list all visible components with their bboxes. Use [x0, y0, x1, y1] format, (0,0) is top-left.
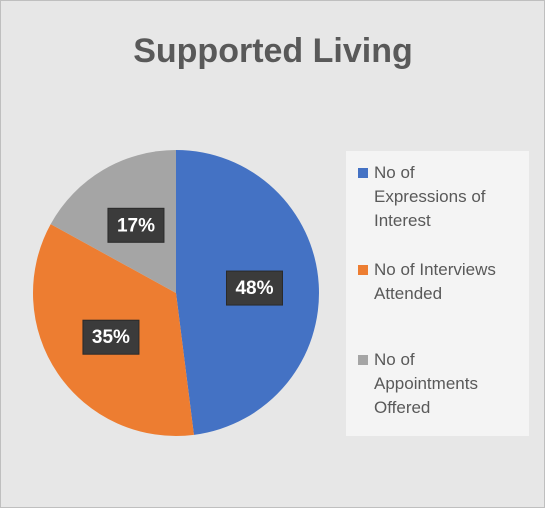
legend-entry: No of Appointments Offered — [358, 348, 509, 420]
data-label-box — [82, 319, 140, 355]
data-label-box — [225, 270, 283, 306]
legend-swatch — [358, 265, 368, 275]
legend-swatch — [358, 355, 368, 365]
data-label: 17% — [117, 215, 155, 236]
legend-label: No of Interviews Attended — [374, 260, 496, 303]
data-label: 48% — [235, 278, 273, 299]
legend-swatch — [358, 168, 368, 178]
legend: No of Expressions of Interest No of Inter… — [346, 151, 529, 436]
legend-label: No of Expressions of Interest — [374, 163, 486, 230]
legend-entry: No of Expressions of Interest — [358, 161, 509, 233]
legend-entry: No of Interviews Attended — [358, 258, 509, 306]
chart-title: Supported Living — [133, 32, 413, 70]
data-label-box — [107, 207, 165, 243]
legend-label: No of Appointments Offered — [374, 350, 478, 417]
data-label: 35% — [92, 327, 130, 348]
